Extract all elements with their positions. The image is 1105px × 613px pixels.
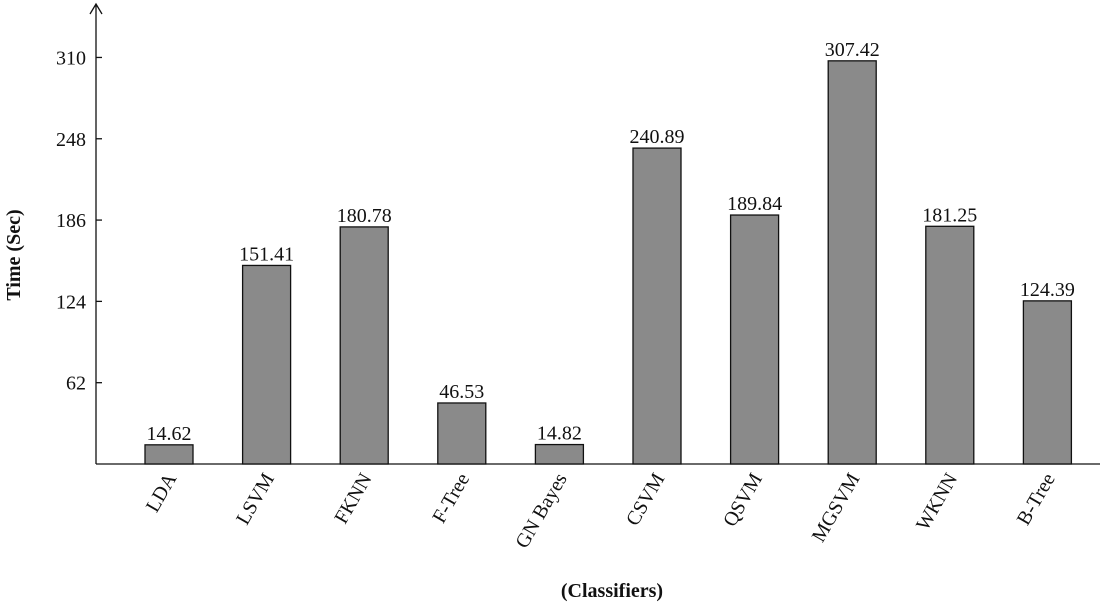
bar bbox=[925, 225, 975, 465]
y-axis bbox=[89, 2, 103, 464]
x-tick-label: QSVM bbox=[719, 469, 767, 530]
bar bbox=[534, 443, 585, 465]
value-label: 14.82 bbox=[537, 423, 582, 445]
y-tick-label: 248 bbox=[56, 129, 86, 151]
y-axis-label: Time (Sec) bbox=[3, 209, 25, 300]
y-tick-label: 310 bbox=[56, 47, 86, 69]
x-tick-label: CSVM bbox=[622, 469, 670, 529]
value-label: 180.78 bbox=[337, 205, 392, 227]
value-label: 151.41 bbox=[239, 243, 294, 265]
x-tick-label: MGSVM bbox=[808, 469, 865, 546]
bar bbox=[437, 402, 487, 465]
x-tick-label: F-Tree bbox=[428, 469, 474, 527]
value-label: 14.62 bbox=[147, 423, 192, 445]
bar bbox=[827, 60, 877, 465]
value-label: 240.89 bbox=[630, 126, 685, 148]
value-label: 181.25 bbox=[922, 204, 977, 226]
value-label: 46.53 bbox=[439, 381, 484, 403]
bar bbox=[1022, 300, 1073, 465]
bar bbox=[241, 264, 292, 465]
x-axis-label: (Classifiers) bbox=[561, 580, 663, 602]
value-label: 124.39 bbox=[1020, 279, 1075, 301]
x-tick-label: FKNN bbox=[330, 470, 376, 528]
bar bbox=[729, 214, 780, 465]
y-tick-label: 124 bbox=[56, 291, 86, 313]
x-tick-label: LSVM bbox=[232, 469, 279, 528]
bar bbox=[144, 444, 194, 465]
value-label: 307.42 bbox=[825, 39, 880, 61]
x-tick-label: GN Bayes bbox=[511, 469, 572, 552]
y-tick-label: 62 bbox=[66, 373, 86, 395]
y-tick-label: 186 bbox=[56, 210, 86, 232]
value-label: 189.84 bbox=[727, 193, 782, 215]
bar bbox=[339, 226, 389, 465]
x-tick-label: WKNN bbox=[912, 470, 962, 535]
bar bbox=[632, 147, 682, 465]
x-tick-label: B-Tree bbox=[1013, 469, 1060, 529]
x-tick-label: LDA bbox=[142, 469, 182, 516]
